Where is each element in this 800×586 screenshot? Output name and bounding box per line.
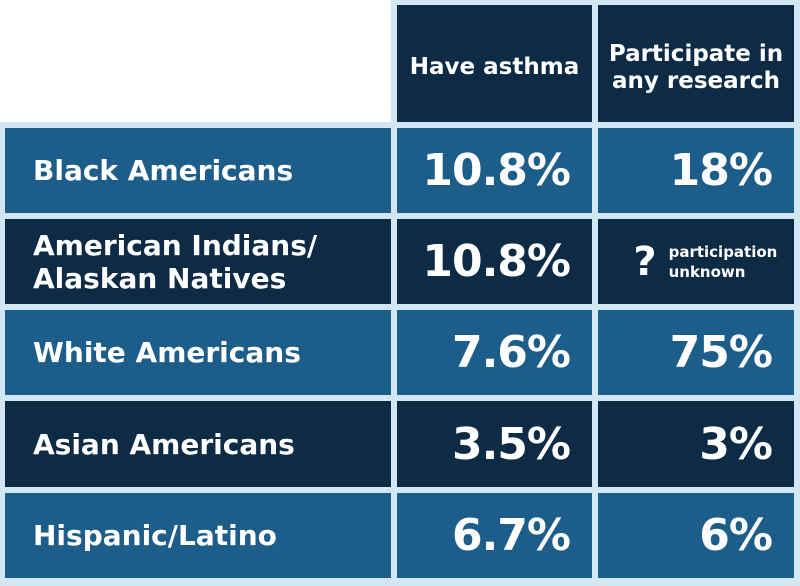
asthma-value: 10.8%: [397, 128, 592, 213]
research-value: 3%: [598, 401, 794, 487]
row-label-hispanic-latino: Hispanic/Latino: [5, 493, 391, 578]
row-label-american-indians-alaskan-natives: American Indians/ Alaskan Natives: [5, 219, 391, 304]
row-label-black-americans: Black Americans: [5, 128, 391, 213]
header-have-asthma: Have asthma: [397, 5, 592, 122]
research-unknown-cell: ? participation unknown: [598, 219, 794, 304]
asthma-value: 7.6%: [397, 310, 592, 395]
row-label-white-americans: White Americans: [5, 310, 391, 395]
research-value: 18%: [598, 128, 794, 213]
research-value: 6%: [598, 493, 794, 578]
asthma-value: 6.7%: [397, 493, 592, 578]
asthma-value: 3.5%: [397, 401, 592, 487]
research-value: 75%: [598, 310, 794, 395]
header-participate-research: Participate in any research: [598, 5, 794, 122]
question-mark-icon: ?: [633, 238, 657, 285]
row-label-asian-americans: Asian Americans: [5, 401, 391, 487]
asthma-value: 10.8%: [397, 219, 592, 304]
research-note: participation unknown: [668, 242, 778, 281]
